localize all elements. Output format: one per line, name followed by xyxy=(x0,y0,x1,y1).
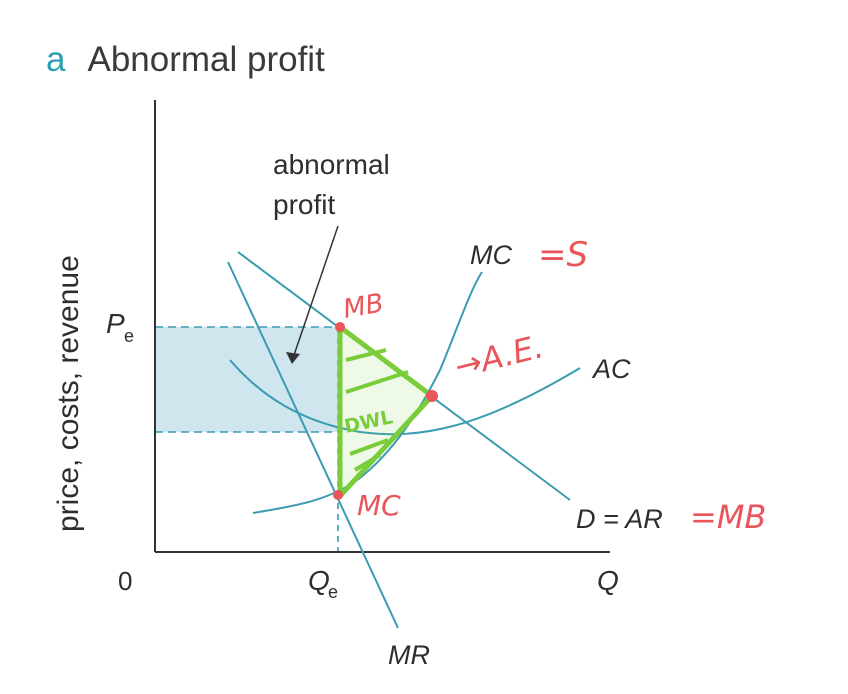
ac-curve xyxy=(229,359,581,436)
arrowhead-icon xyxy=(286,352,300,364)
mc-supply-note: =S xyxy=(538,235,588,275)
annotation-pointer xyxy=(292,225,339,359)
dwl-hatch xyxy=(353,453,382,472)
mc-curve xyxy=(252,271,483,514)
mb-point xyxy=(335,322,345,332)
abnormal-label-line2: profit xyxy=(273,189,335,220)
panel-title: Abnormal profit xyxy=(87,40,325,79)
dwl-hatch xyxy=(349,438,389,456)
panel-letter: a xyxy=(46,40,66,79)
ar-mb-note: =MB xyxy=(690,498,766,536)
qe-subscript: e xyxy=(328,582,338,602)
dwl-triangle xyxy=(337,324,435,499)
mc-point-note: MC xyxy=(357,489,401,522)
demand-curve-label: D = AR xyxy=(576,504,663,534)
mc-point xyxy=(333,490,343,500)
dwl-hatch xyxy=(345,348,387,362)
diagram-heading: a Abnormal profit xyxy=(46,40,325,80)
abnormal-label-line1: abnormal xyxy=(273,149,390,180)
pe-label: P xyxy=(106,308,125,339)
origin-label: 0 xyxy=(118,566,132,596)
dwl-hatch xyxy=(345,370,409,394)
y-axis-label: price, costs, revenue xyxy=(52,255,85,532)
ac-curve-label: AC xyxy=(591,354,631,384)
x-axis-label: Q xyxy=(597,565,619,596)
mr-curve xyxy=(227,261,399,629)
mc-curve-label: MC xyxy=(470,240,512,270)
abnormal-profit-area xyxy=(155,327,338,432)
mb-note: MB xyxy=(341,288,386,325)
equilibrium-point xyxy=(426,390,438,402)
qe-label: Q xyxy=(308,565,330,596)
pe-subscript: e xyxy=(124,326,134,346)
mr-curve-label: MR xyxy=(388,640,430,670)
allocative-efficiency-note: →A.E. xyxy=(451,327,547,386)
